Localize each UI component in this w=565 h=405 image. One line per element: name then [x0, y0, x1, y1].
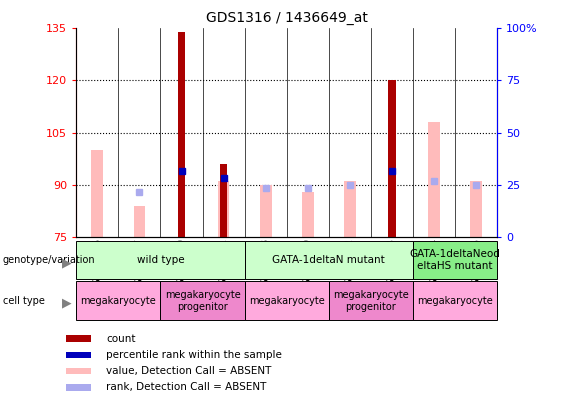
Text: value, Detection Call = ABSENT: value, Detection Call = ABSENT [106, 366, 271, 376]
Text: ▶: ▶ [62, 296, 72, 309]
Bar [388, 81, 396, 237]
Bar [67, 352, 91, 358]
Bar [76, 281, 160, 320]
Bar [413, 241, 497, 279]
Bar [218, 181, 229, 237]
Text: percentile rank within the sample: percentile rank within the sample [106, 350, 282, 360]
Bar [302, 192, 314, 237]
Text: megakaryocyte: megakaryocyte [417, 296, 493, 306]
Bar [178, 32, 185, 237]
Bar [245, 241, 413, 279]
Title: GDS1316 / 1436649_at: GDS1316 / 1436649_at [206, 11, 368, 25]
Bar [92, 150, 103, 237]
Bar [329, 281, 413, 320]
Text: GATA-1deltaN mutant: GATA-1deltaN mutant [272, 255, 385, 265]
Bar [67, 384, 91, 391]
Bar [76, 241, 245, 279]
Text: megakaryocyte: megakaryocyte [249, 296, 325, 306]
Text: cell type: cell type [3, 296, 45, 305]
Bar [428, 122, 440, 237]
Text: megakaryocyte
progenitor: megakaryocyte progenitor [164, 290, 241, 311]
Text: megakaryocyte: megakaryocyte [80, 296, 157, 306]
Bar [67, 368, 91, 374]
Text: rank, Detection Call = ABSENT: rank, Detection Call = ABSENT [106, 382, 266, 392]
Bar [160, 281, 245, 320]
Bar [260, 185, 272, 237]
Text: megakaryocyte
progenitor: megakaryocyte progenitor [333, 290, 409, 311]
Bar [413, 281, 497, 320]
Bar [220, 164, 227, 237]
Bar [133, 206, 145, 237]
Text: GATA-1deltaNeod
eltaHS mutant: GATA-1deltaNeod eltaHS mutant [410, 249, 501, 271]
Text: wild type: wild type [137, 255, 184, 265]
Text: count: count [106, 334, 136, 343]
Text: genotype/variation: genotype/variation [3, 255, 95, 265]
Bar [470, 181, 482, 237]
Text: ▶: ▶ [62, 256, 72, 269]
Bar [67, 335, 91, 342]
Bar [245, 281, 329, 320]
Bar [344, 181, 356, 237]
